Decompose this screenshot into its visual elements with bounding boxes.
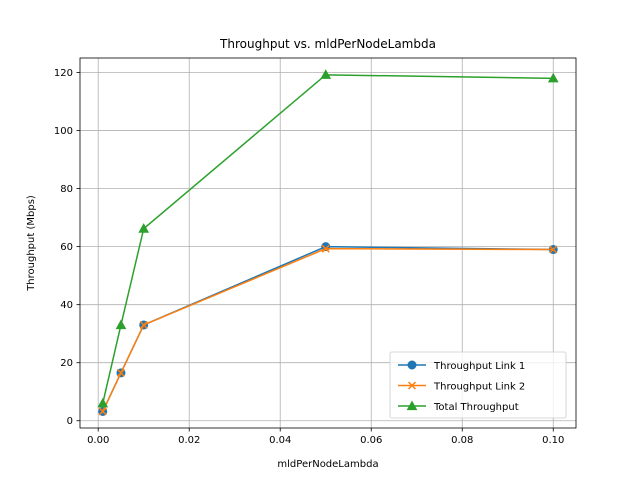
data-point [139,320,148,330]
data-point [115,319,127,330]
series-2 [98,244,558,416]
legend-marker [406,400,418,411]
y-axis-label: Throughput (Mbps) [26,195,37,292]
legend-item: Throughput Link 2 [398,381,525,393]
y-tick-label: 60 [60,242,73,253]
y-tick-label: 0 [67,416,73,427]
data-point [547,72,559,83]
data-point [98,407,107,416]
y-tick-label: 120 [54,68,73,79]
y-tick-label: 40 [60,300,73,311]
x-tick-label: 0.02 [178,435,200,446]
legend-box [389,351,567,419]
series-3 [97,69,559,408]
plot-frame [79,57,577,429]
legend-item: Throughput Link 1 [398,360,525,372]
y-tick-label: 100 [54,126,73,137]
data-point [97,397,109,408]
data-point [549,245,558,254]
data-point [321,244,330,253]
data-point [320,69,332,79]
data-point [116,368,125,377]
series-layer [97,69,559,416]
x-tick-label: 0.08 [451,435,473,446]
legend-label: Total Throughput [433,402,519,413]
legend: Throughput Link 1 Throughput Link 2 Total … [389,351,567,419]
legend-marker [407,360,417,370]
x-tick-label: 0.04 [269,435,291,446]
x-tick-label: 0.10 [542,435,564,446]
chart-title: Throughput vs. mldPerNodeLambda [219,37,436,51]
x-tick-label: 0.06 [360,435,382,446]
legend-label: Throughput Link 1 [433,361,525,372]
y-tick-label: 20 [60,358,73,369]
x-tick-label: 0.00 [87,435,109,446]
x-axis-label: mldPerNodeLambda [277,459,378,470]
legend-item: Total Throughput [398,400,519,413]
legend-marker [407,381,417,390]
y-tick-label: 80 [60,184,73,195]
legend-label: Throughput Link 2 [433,382,525,393]
axes: 0.00 0.02 0.04 0.06 0.08 0.10 0 20 40 60 80 100 120 [54,57,577,446]
data-point [138,223,150,233]
